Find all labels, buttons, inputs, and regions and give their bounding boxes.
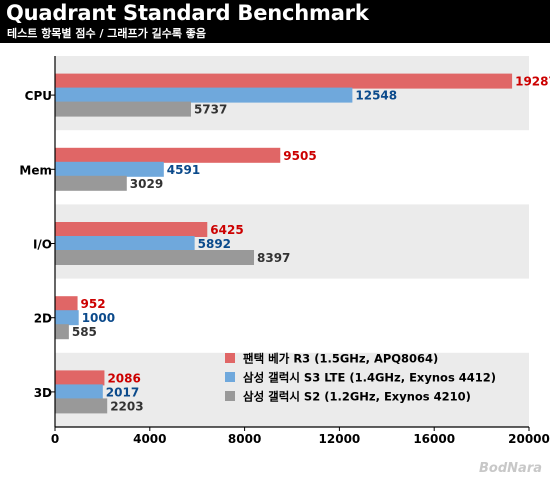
legend-label: 팬택 베가 R3 (1.5GHz, APQ8064) xyxy=(243,352,438,366)
x-tick-label: 0 xyxy=(51,432,59,446)
bar xyxy=(55,296,78,312)
category-label: 3D xyxy=(34,386,52,400)
data-label: 3029 xyxy=(130,177,163,191)
legend-swatch xyxy=(225,372,235,382)
x-tick-label: 20000 xyxy=(508,432,550,446)
legend-label: 삼성 갤럭시 S3 LTE (1.4GHz, Exynos 4412) xyxy=(243,371,496,385)
data-label: 585 xyxy=(72,325,97,339)
data-label: 1000 xyxy=(82,311,115,325)
data-label: 6425 xyxy=(210,223,243,237)
bar xyxy=(55,384,103,400)
data-label: 2203 xyxy=(110,399,143,413)
data-label: 952 xyxy=(81,297,106,311)
category-label: Mem xyxy=(19,163,52,177)
data-label: 2086 xyxy=(107,371,140,385)
bar xyxy=(55,310,79,326)
bar xyxy=(55,250,255,265)
legend-swatch xyxy=(225,391,235,401)
watermark-logo: BodNara xyxy=(479,461,542,476)
bar xyxy=(55,73,513,89)
data-label: 5737 xyxy=(194,103,227,117)
category-label: I/O xyxy=(33,238,52,252)
data-label: 2017 xyxy=(106,385,139,399)
category-label: CPU xyxy=(25,89,52,103)
legend-label: 삼성 갤럭시 S2 (1.2GHz, Exynos 4210) xyxy=(243,390,471,404)
bar xyxy=(55,101,191,117)
category-band xyxy=(55,352,529,427)
x-tick-label: 8000 xyxy=(228,432,261,446)
legend-swatch xyxy=(225,353,235,363)
bar xyxy=(55,147,281,163)
category-label: 2D xyxy=(34,312,52,326)
chart-subtitle: 테스트 항목별 점수 / 그래프가 길수록 좋음 xyxy=(7,27,207,40)
x-tick-label: 16000 xyxy=(413,432,455,446)
data-label: 5892 xyxy=(198,237,231,251)
bar xyxy=(55,87,353,103)
data-label: 12548 xyxy=(355,89,397,103)
bar xyxy=(55,370,105,386)
data-label: 9505 xyxy=(283,149,316,163)
chart-title: Quadrant Standard Benchmark xyxy=(6,1,369,25)
bar xyxy=(55,222,208,237)
chart-header: Quadrant Standard Benchmark 테스트 항목별 점수 /… xyxy=(0,0,550,43)
bar xyxy=(55,398,108,414)
bar xyxy=(55,175,127,191)
bar xyxy=(55,324,69,340)
data-label: 19287 xyxy=(515,75,550,89)
bar xyxy=(55,161,164,177)
bar xyxy=(55,236,195,251)
data-label: 8397 xyxy=(257,251,290,265)
x-tick-label: 12000 xyxy=(319,432,361,446)
data-label: 4591 xyxy=(167,163,200,177)
x-tick-label: 4000 xyxy=(133,432,166,446)
